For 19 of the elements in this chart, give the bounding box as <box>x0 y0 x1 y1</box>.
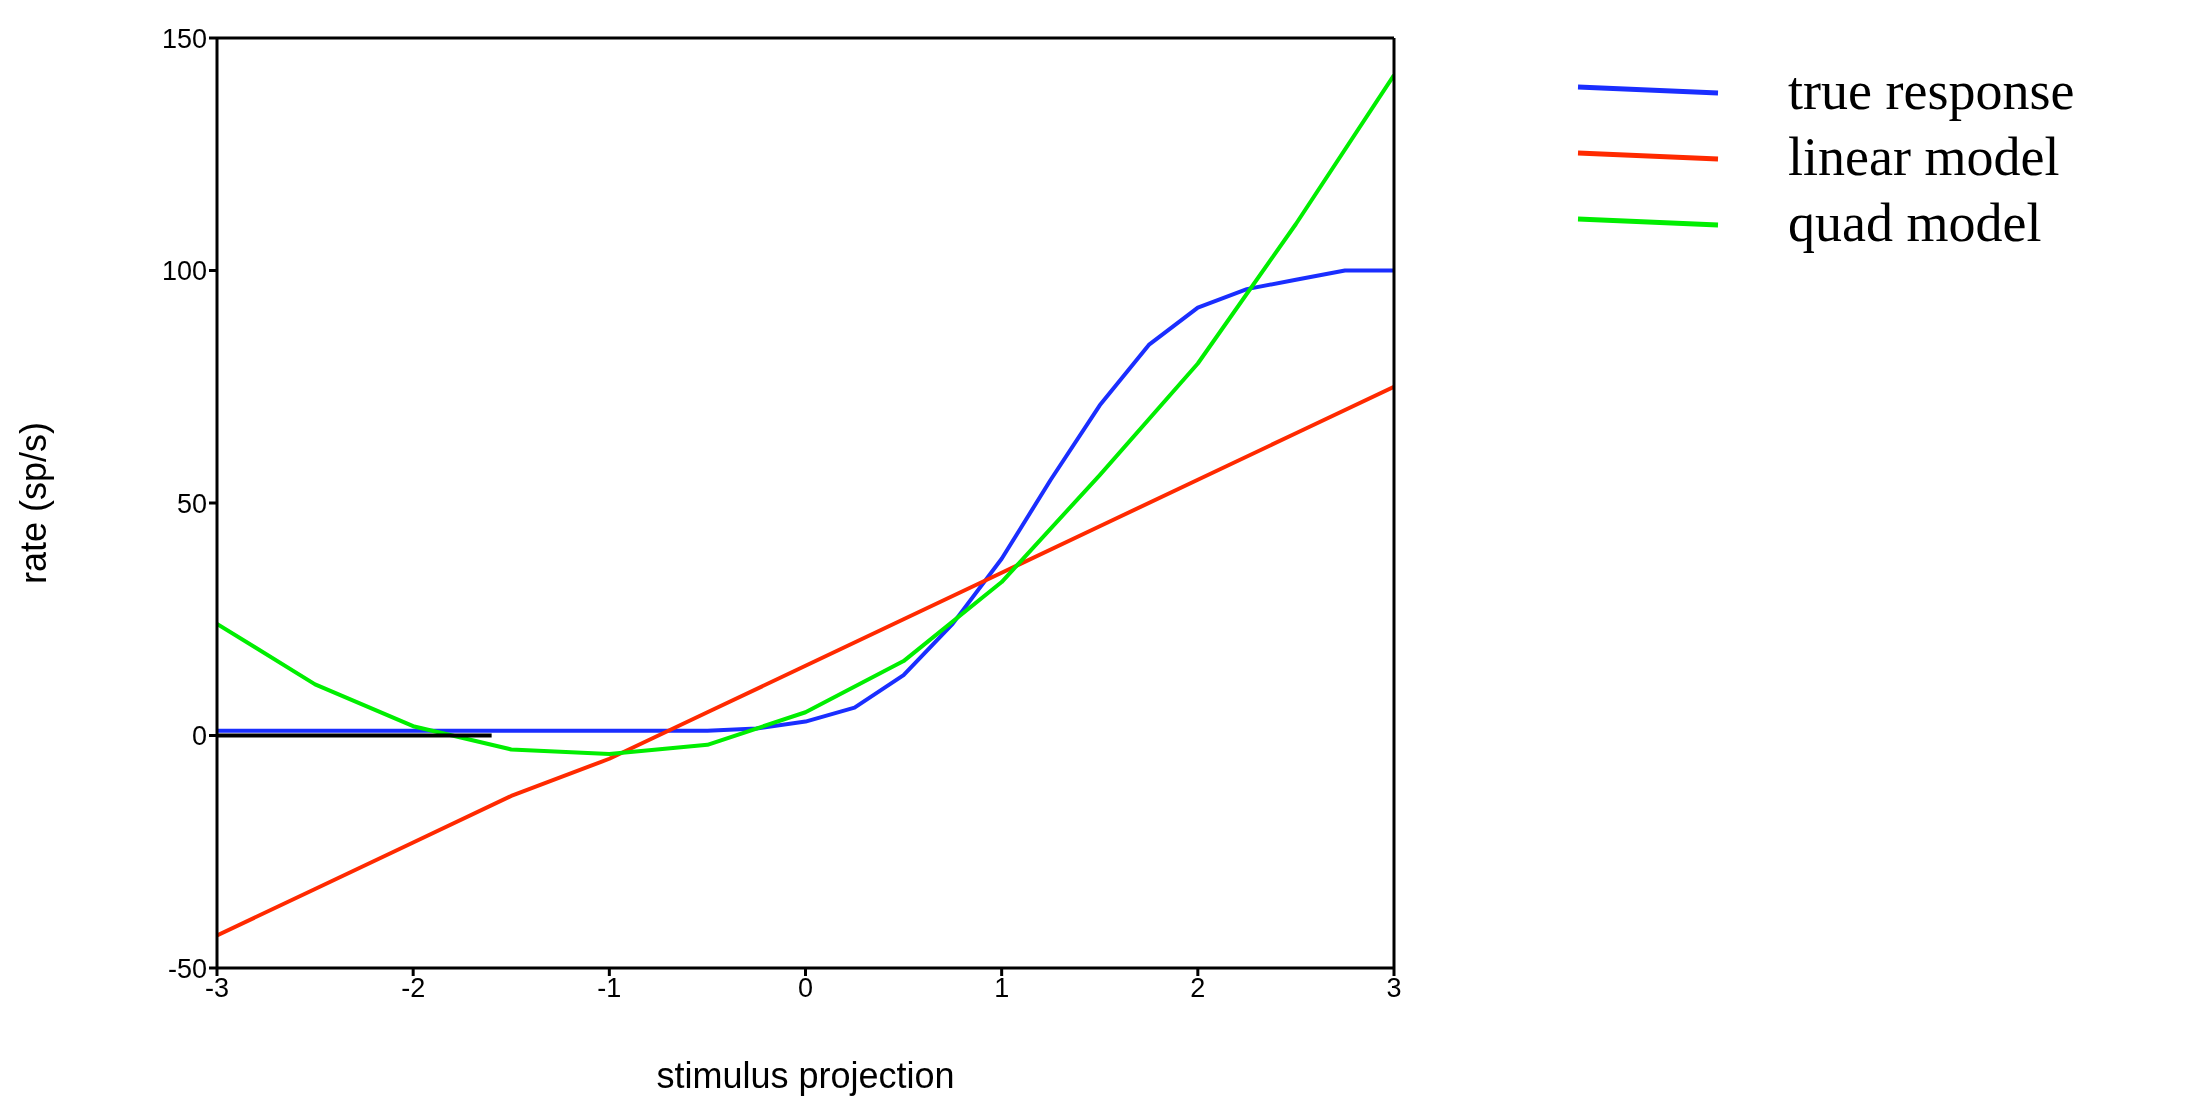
y-tick-label: 150 <box>161 23 207 54</box>
x-axis-title: stimulus projection <box>656 1055 955 1096</box>
y-tick-label: 0 <box>191 721 207 752</box>
y-tick-label: -50 <box>167 953 207 984</box>
legend-label: true response <box>1788 60 2075 123</box>
line-series <box>217 73 1394 757</box>
x-tick-label: 0 <box>797 973 814 1004</box>
x-tick-label: -1 <box>597 973 622 1004</box>
y-axis-title: rate (sp/s) <box>12 421 54 585</box>
x-tick-label: 2 <box>1190 973 1206 1004</box>
line-series <box>217 384 1394 938</box>
line-series <box>217 268 1394 733</box>
x-tick-label: 3 <box>1386 973 1402 1004</box>
x-tick-label: -2 <box>401 973 426 1004</box>
x-tick-label: 1 <box>994 973 1010 1004</box>
legend-label: linear model <box>1788 126 2060 189</box>
y-tick-label: 50 <box>176 488 207 519</box>
y-tick-label: 100 <box>161 256 207 287</box>
legend-label: quad model <box>1788 192 2042 255</box>
